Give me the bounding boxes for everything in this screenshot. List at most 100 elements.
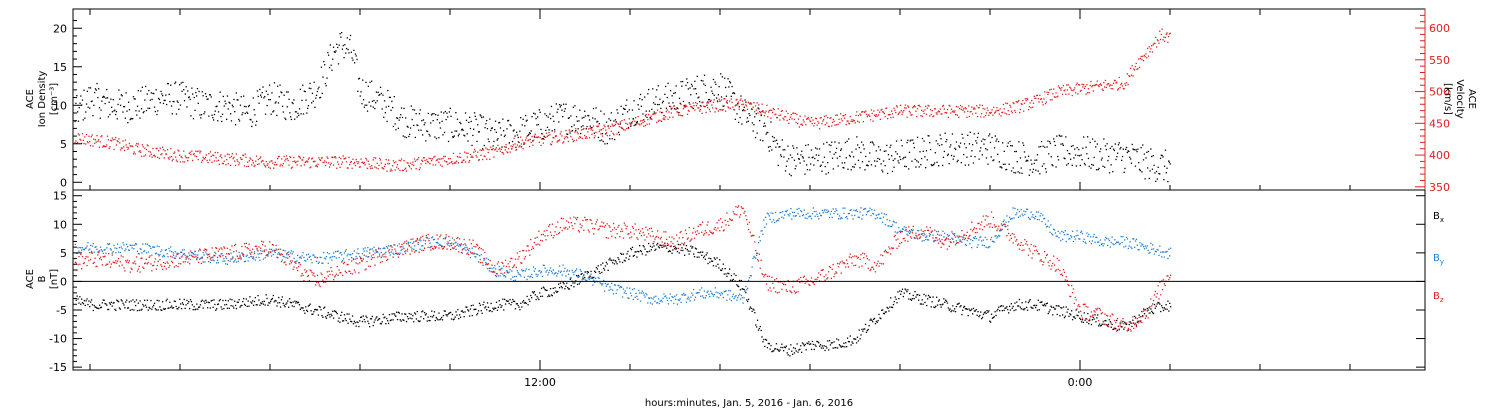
data-point-velocity bbox=[622, 127, 624, 130]
data-point-bx bbox=[899, 290, 901, 292]
data-point-velocity bbox=[964, 107, 966, 109]
data-point-density bbox=[980, 140, 983, 142]
data-point-velocity bbox=[963, 111, 966, 113]
data-point-by bbox=[557, 272, 559, 275]
data-point-density bbox=[795, 165, 797, 167]
data-point-by bbox=[518, 273, 520, 275]
data-point-velocity bbox=[946, 108, 949, 111]
data-point-by bbox=[699, 289, 701, 291]
data-point-density bbox=[478, 131, 480, 133]
data-point-velocity bbox=[946, 112, 948, 114]
data-point-density bbox=[443, 112, 445, 114]
data-point-velocity bbox=[304, 161, 306, 164]
data-point-bx bbox=[598, 271, 600, 273]
data-point-velocity bbox=[506, 151, 508, 153]
data-point-by bbox=[560, 270, 562, 272]
data-point-density bbox=[637, 104, 639, 106]
data-point-density bbox=[745, 101, 747, 103]
data-point-bx bbox=[154, 308, 157, 310]
data-point-bx bbox=[221, 308, 223, 310]
data-point-bx bbox=[108, 308, 110, 311]
data-point-density bbox=[247, 112, 249, 114]
data-point-bx bbox=[575, 280, 577, 282]
data-point-bx bbox=[795, 350, 797, 352]
data-point-bx bbox=[373, 321, 375, 323]
data-point-velocity bbox=[1078, 84, 1080, 86]
data-point-density bbox=[1106, 143, 1108, 145]
data-point-velocity bbox=[460, 161, 463, 163]
data-point-density bbox=[156, 113, 158, 116]
data-point-density bbox=[942, 164, 944, 167]
data-point-density bbox=[1059, 135, 1061, 137]
data-point-velocity bbox=[591, 133, 593, 135]
data-point-bx bbox=[304, 312, 306, 314]
data-point-density bbox=[1168, 160, 1170, 162]
data-point-velocity bbox=[247, 165, 250, 167]
data-point-bx bbox=[895, 298, 897, 300]
data-point-by bbox=[241, 252, 243, 254]
data-point-velocity bbox=[371, 167, 374, 169]
data-point-bx bbox=[900, 290, 903, 293]
data-point-bx bbox=[482, 304, 484, 306]
data-point-by bbox=[927, 239, 929, 241]
data-point-density bbox=[845, 157, 847, 159]
data-point-bx bbox=[647, 251, 649, 253]
data-point-velocity bbox=[406, 162, 408, 164]
data-point-velocity bbox=[1107, 83, 1109, 85]
data-point-by bbox=[567, 269, 569, 271]
data-point-velocity bbox=[866, 116, 868, 118]
data-point-velocity bbox=[1102, 89, 1104, 91]
data-point-by bbox=[878, 213, 880, 215]
data-point-velocity bbox=[1115, 82, 1117, 84]
data-point-bx bbox=[792, 353, 794, 355]
data-point-velocity bbox=[1165, 33, 1167, 35]
data-point-density bbox=[702, 80, 704, 82]
data-point-density bbox=[831, 141, 833, 143]
data-point-bx bbox=[418, 320, 420, 323]
data-point-velocity bbox=[114, 138, 116, 141]
data-point-bx bbox=[721, 268, 724, 270]
data-point-by bbox=[513, 280, 515, 282]
data-point-bx bbox=[804, 343, 806, 346]
data-point-bx bbox=[914, 291, 916, 293]
data-point-velocity bbox=[256, 155, 258, 157]
data-point-density bbox=[1169, 163, 1171, 165]
data-point-density bbox=[892, 159, 894, 162]
data-point-density bbox=[173, 101, 175, 103]
data-point-bx bbox=[1096, 317, 1098, 319]
data-point-by bbox=[261, 250, 264, 252]
data-point-velocity bbox=[520, 136, 522, 138]
data-point-bx bbox=[941, 304, 943, 306]
data-point-bx bbox=[450, 311, 452, 314]
data-point-velocity bbox=[469, 160, 471, 162]
data-point-density bbox=[405, 117, 407, 119]
data-point-density bbox=[730, 95, 732, 97]
data-point-by bbox=[470, 252, 472, 254]
data-point-density bbox=[106, 97, 109, 99]
data-point-bx bbox=[336, 313, 338, 315]
data-point-velocity bbox=[392, 160, 395, 162]
data-point-density bbox=[265, 90, 267, 92]
data-point-velocity bbox=[585, 136, 587, 138]
data-point-bx bbox=[419, 320, 421, 322]
data-point-density bbox=[850, 169, 852, 171]
data-point-by bbox=[854, 214, 856, 216]
data-point-bx bbox=[627, 250, 629, 253]
data-point-by bbox=[657, 298, 660, 300]
data-point-bx bbox=[195, 308, 197, 310]
data-point-velocity bbox=[873, 110, 875, 112]
data-point-density bbox=[299, 88, 301, 90]
data-point-bx bbox=[1048, 311, 1050, 313]
data-point-density bbox=[100, 109, 102, 111]
data-point-velocity bbox=[113, 148, 115, 151]
data-point-by bbox=[81, 247, 84, 249]
data-point-bx bbox=[656, 244, 658, 246]
data-point-density bbox=[408, 135, 410, 138]
data-point-bx bbox=[1134, 315, 1136, 318]
data-point-bx bbox=[178, 306, 180, 308]
data-point-by bbox=[629, 287, 631, 289]
data-point-velocity bbox=[1006, 102, 1009, 105]
data-point-density bbox=[1062, 144, 1064, 146]
data-point-by bbox=[477, 253, 479, 256]
data-point-density bbox=[371, 100, 374, 102]
